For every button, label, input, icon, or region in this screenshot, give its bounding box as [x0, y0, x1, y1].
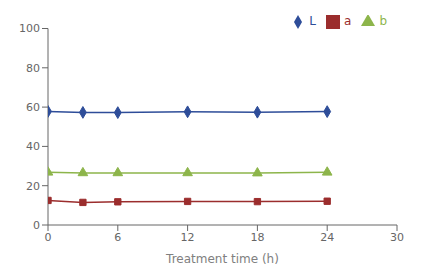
html-text:b: b	[379, 14, 387, 28]
svg-text:12: 12	[181, 231, 195, 244]
svg-text:18: 18	[250, 231, 264, 244]
svg-text:24: 24	[320, 231, 334, 244]
svg-text:40: 40	[26, 140, 40, 153]
svg-text:6: 6	[114, 231, 121, 244]
html-text:a: a	[344, 14, 352, 28]
svg-text:80: 80	[26, 62, 40, 75]
svg-text:100: 100	[19, 22, 40, 35]
svg-text:Treatment time (h): Treatment time (h)	[165, 252, 279, 266]
svg-text:30: 30	[390, 231, 404, 244]
svg-text:20: 20	[26, 180, 40, 193]
svg-text:60: 60	[26, 101, 40, 114]
html-text:L: L	[309, 14, 316, 28]
svg-text:0: 0	[33, 219, 40, 232]
svg-text:0: 0	[45, 231, 52, 244]
